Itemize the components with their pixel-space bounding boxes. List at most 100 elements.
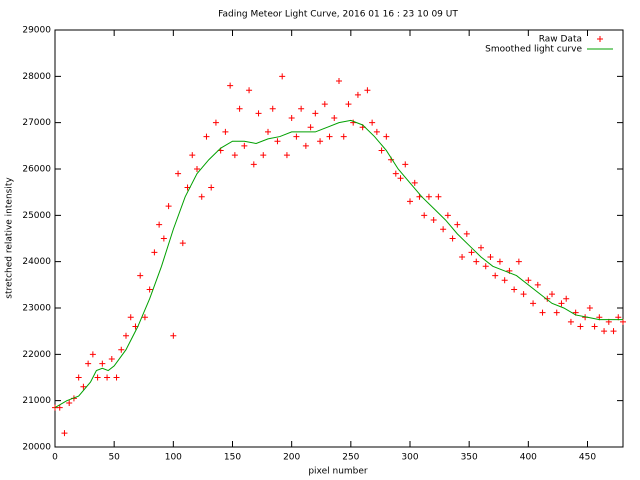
y-tick-label: 26000 bbox=[22, 165, 51, 175]
raw-point bbox=[340, 133, 347, 140]
raw-point bbox=[317, 138, 324, 145]
raw-point bbox=[227, 82, 234, 89]
raw-point bbox=[231, 152, 238, 159]
raw-point bbox=[444, 212, 451, 219]
raw-point bbox=[85, 360, 92, 367]
raw-point bbox=[397, 175, 404, 182]
raw-point bbox=[146, 286, 153, 293]
raw-point bbox=[260, 152, 267, 159]
raw-point bbox=[402, 161, 409, 168]
raw-point bbox=[189, 152, 196, 159]
x-tick-label: 300 bbox=[401, 453, 418, 463]
y-tick-label: 27000 bbox=[22, 118, 51, 128]
y-tick-label: 23000 bbox=[22, 304, 51, 314]
raw-point bbox=[435, 193, 442, 200]
raw-point bbox=[336, 77, 342, 84]
raw-point bbox=[203, 133, 210, 140]
raw-point bbox=[407, 198, 413, 205]
raw-point bbox=[80, 383, 87, 390]
raw-point bbox=[553, 309, 560, 316]
raw-point bbox=[255, 110, 262, 117]
legend-marker bbox=[597, 36, 603, 42]
x-tick-label: 100 bbox=[165, 453, 182, 463]
raw-point bbox=[478, 244, 484, 251]
raw-point bbox=[468, 249, 475, 256]
raw-point bbox=[118, 346, 125, 353]
raw-point bbox=[236, 105, 243, 112]
raw-point bbox=[487, 254, 494, 261]
x-tick-label: 0 bbox=[52, 453, 58, 463]
raw-point bbox=[501, 277, 508, 284]
raw-point bbox=[530, 300, 537, 307]
raw-point bbox=[496, 258, 503, 265]
raw-point bbox=[293, 133, 300, 140]
raw-point bbox=[525, 277, 532, 284]
y-tick-label: 21000 bbox=[22, 396, 51, 406]
raw-point bbox=[104, 374, 111, 381]
raw-point bbox=[601, 328, 608, 335]
raw-point bbox=[534, 281, 541, 288]
raw-point bbox=[350, 119, 357, 126]
raw-point bbox=[265, 128, 271, 135]
raw-point bbox=[425, 193, 432, 200]
raw-point bbox=[208, 184, 215, 191]
raw-point bbox=[241, 142, 248, 149]
raw-point bbox=[567, 318, 574, 325]
y-tick-label: 29000 bbox=[22, 26, 51, 36]
raw-point bbox=[411, 179, 418, 186]
x-tick-label: 150 bbox=[224, 453, 241, 463]
raw-point bbox=[99, 360, 106, 367]
raw-point bbox=[591, 323, 598, 330]
raw-point bbox=[170, 332, 177, 339]
raw-point bbox=[56, 404, 63, 411]
raw-point bbox=[108, 355, 115, 362]
raw-point bbox=[520, 291, 527, 298]
x-axis-label: pixel number bbox=[308, 467, 368, 477]
raw-point bbox=[558, 300, 565, 307]
raw-point bbox=[269, 105, 276, 112]
legend-label: Raw Data bbox=[539, 35, 582, 45]
raw-point bbox=[307, 124, 314, 131]
raw-point bbox=[369, 119, 376, 126]
y-tick-label: 24000 bbox=[22, 257, 51, 267]
raw-point bbox=[283, 152, 290, 159]
raw-point bbox=[288, 115, 295, 122]
raw-point bbox=[454, 221, 461, 228]
raw-point bbox=[179, 240, 186, 247]
raw-point bbox=[160, 235, 167, 242]
raw-point bbox=[392, 170, 399, 177]
raw-point bbox=[463, 230, 470, 237]
raw-point bbox=[94, 374, 101, 381]
raw-point bbox=[373, 128, 380, 135]
raw-point bbox=[165, 203, 172, 210]
raw-point bbox=[246, 87, 253, 94]
raw-point bbox=[345, 101, 352, 108]
raw-point bbox=[331, 115, 338, 122]
raw-point bbox=[610, 328, 617, 335]
raw-point bbox=[383, 133, 390, 140]
raw-point bbox=[212, 119, 219, 126]
x-tick-label: 450 bbox=[579, 453, 596, 463]
raw-point bbox=[421, 212, 428, 219]
x-tick-label: 250 bbox=[342, 453, 359, 463]
raw-point bbox=[61, 430, 68, 437]
raw-point bbox=[473, 258, 480, 265]
raw-point bbox=[194, 166, 200, 172]
raw-point bbox=[198, 193, 205, 200]
raw-point bbox=[544, 295, 551, 302]
raw-point bbox=[321, 101, 328, 108]
y-tick-label: 20000 bbox=[22, 443, 51, 453]
raw-point bbox=[137, 272, 144, 279]
raw-point bbox=[298, 105, 305, 112]
raw-point bbox=[75, 374, 82, 381]
raw-point bbox=[302, 142, 309, 149]
x-tick-label: 50 bbox=[108, 453, 120, 463]
raw-point bbox=[364, 87, 371, 94]
raw-point bbox=[156, 221, 163, 228]
raw-point bbox=[563, 295, 570, 302]
raw-point bbox=[549, 291, 555, 298]
raw-point bbox=[440, 226, 447, 233]
plot-frame bbox=[54, 29, 624, 448]
legend-label: Smoothed light curve bbox=[485, 45, 582, 55]
